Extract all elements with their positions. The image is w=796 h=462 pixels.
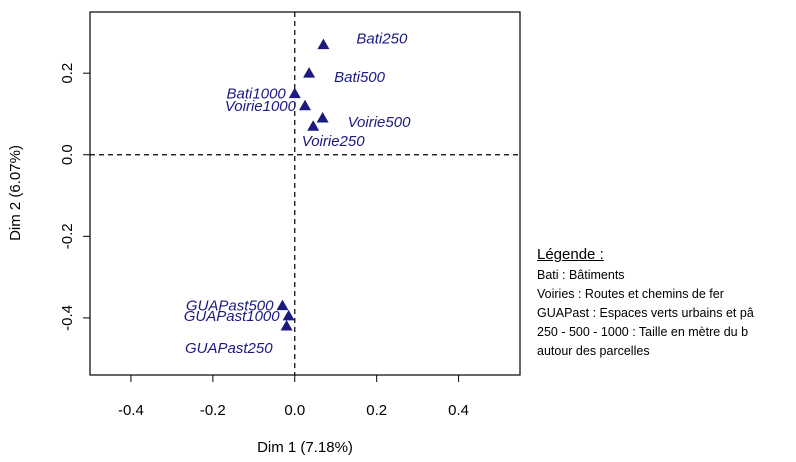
legend-line-sizes: 250 - 500 - 1000 : Taille en mètre du b [537,325,749,339]
point-label: GUAPast1000 [184,308,281,325]
point-label: Voirie1000 [225,98,297,115]
point-label: Voirie500 [348,114,411,131]
y-axis-title: Dim 2 (6.07%) [7,145,24,241]
point-marker [317,38,330,50]
x-axis-title: Dim 1 (7.18%) [257,439,353,456]
point-marker [282,309,295,321]
point-label: GUAPast250 [185,340,273,357]
legend: Légende : Bati : Bâtiments Voiries : Rou… [537,246,796,361]
legend-line-voiries: Voiries : Routes et chemins de fer [537,287,724,301]
point-marker [303,67,316,78]
legend-title: Légende : [537,246,604,263]
x-tick-label: -0.4 [118,402,144,419]
legend-line-bati: Bati : Bâtiments [537,268,625,282]
x-tick-label: 0.0 [284,402,305,419]
x-tick-label: -0.2 [200,402,226,419]
point-label: Voirie250 [302,133,365,150]
y-axis: -0.4 -0.2 0.0 0.2 [59,63,90,331]
point-marker [280,320,293,331]
y-tick-label: 0.2 [59,63,76,84]
plot-frame [89,11,521,376]
x-tick-label: 0.4 [448,402,469,419]
point-label: GUAPast500 [186,298,274,315]
reference-lines [90,12,520,375]
x-tick-label: 0.2 [366,402,387,419]
legend-line-guapast: GUAPast : Espaces verts urbains et pâ [537,306,754,320]
point-label: Bati250 [356,31,408,48]
y-tick-label: -0.2 [59,223,76,249]
point-label: Bati1000 [227,86,287,103]
point-label: Bati500 [334,69,386,86]
point-marker [288,87,301,99]
point-marker [299,99,311,111]
y-tick-label: 0.0 [59,144,76,165]
point-marker [316,112,329,123]
legend-line-sizes-cont: autour des parcelles [537,344,650,358]
x-axis: -0.4 -0.2 0.0 0.2 0.4 [118,375,469,419]
point-marker [276,299,289,311]
point-marker [307,120,320,131]
y-tick-label: -0.4 [59,305,76,331]
